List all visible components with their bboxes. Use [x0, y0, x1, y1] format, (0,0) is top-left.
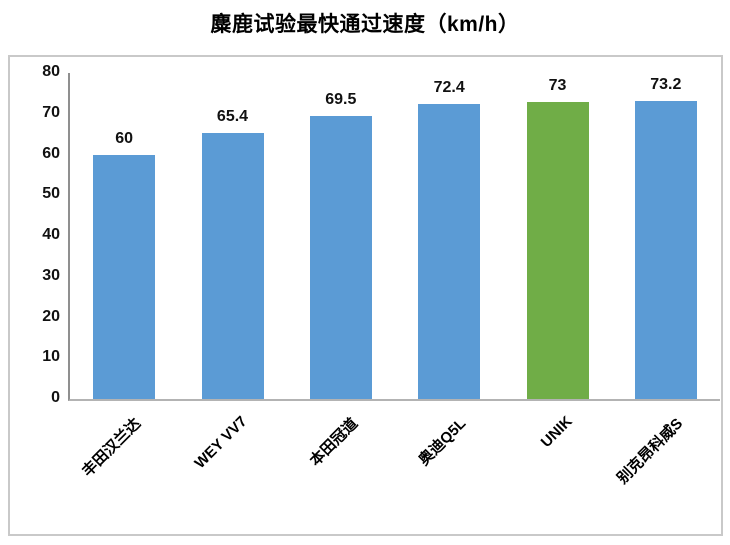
y-tick-label: 50 [42, 185, 60, 203]
x-category-label: UNIK [537, 413, 576, 451]
x-category-label: WEY VV7 [191, 413, 251, 472]
x-category-label: 丰田汉兰达 [79, 415, 145, 481]
bar-value-label: 73 [548, 76, 567, 94]
bar-UNIK [526, 101, 589, 399]
x-category-label: 奥迪Q5L [415, 415, 470, 469]
y-tick-label: 80 [42, 63, 60, 80]
bar-本田冠道 [309, 115, 372, 399]
bar-WEY VV7 [201, 132, 264, 399]
chart-area: 60 65.4 69.5 72.4 73 73.2 0 10 20 30 40 50 60 70 80 丰… [8, 55, 723, 536]
y-tick-label: 70 [42, 103, 60, 121]
bar-value-label: 73.2 [650, 75, 682, 93]
y-tick-label: 0 [51, 389, 60, 406]
plot-area: 60 65.4 69.5 72.4 73 73.2 [68, 73, 720, 401]
bar-奥迪Q5L [418, 103, 481, 399]
x-category-label: 本田冠道 [306, 415, 361, 470]
y-tick-label: 20 [42, 307, 60, 325]
bar-value-label: 72.4 [433, 78, 465, 96]
bar-别克昂科威S [634, 100, 697, 399]
bar-丰田汉兰达 [93, 154, 156, 399]
bar-value-label: 65.4 [216, 107, 249, 125]
y-tick-label: 10 [42, 348, 60, 366]
y-tick-label: 60 [42, 144, 60, 162]
chart-title: 麋鹿试验最快通过速度（km/h） [210, 13, 520, 36]
bar-value-label: 69.5 [325, 90, 357, 108]
x-category-label: 别克昂科威S [613, 415, 686, 488]
y-tick-label: 30 [42, 266, 60, 284]
y-tick-label: 40 [42, 226, 60, 243]
bar-value-label: 60 [115, 129, 134, 147]
